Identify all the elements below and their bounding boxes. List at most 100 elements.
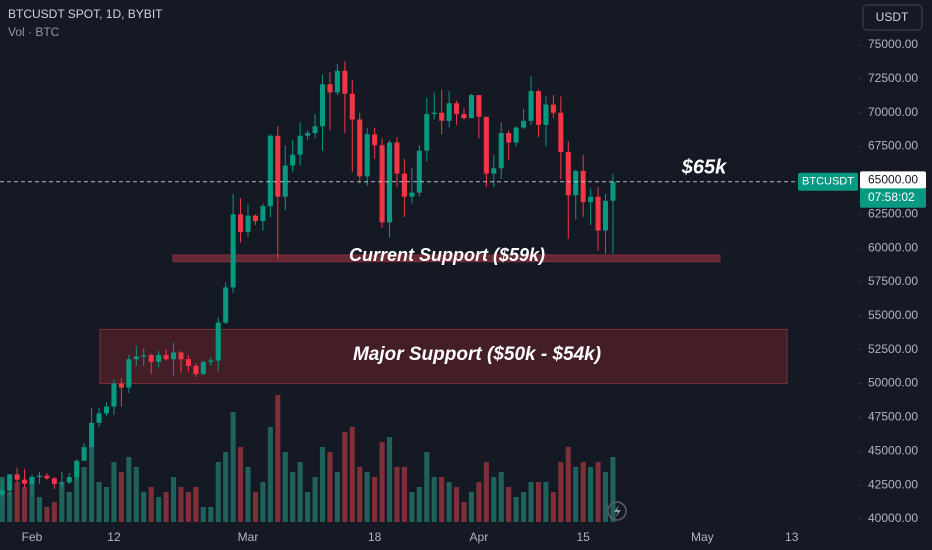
candle-body [51,478,57,484]
volume-bar [491,477,497,522]
countdown-label: 07:58:02 [868,190,915,204]
volume-bar [506,487,512,522]
volume-bar [290,472,296,522]
candle-body [521,120,527,128]
candle-body [349,93,355,120]
candle-body [208,360,214,362]
volume-bar [386,437,393,522]
volume-bar [349,427,355,522]
volume-bar [126,457,132,522]
y-tick-label: 67500.00 [868,139,918,153]
candle-body [171,352,177,360]
candle-body [602,200,609,231]
volume-bar [602,472,609,522]
candle-body [528,91,534,121]
volume-bar [7,492,13,522]
candle-body [305,133,311,136]
volume-bar [156,497,162,522]
candle-body [498,133,504,169]
volume-bar [275,395,281,522]
volume-bar [163,492,169,522]
candle-body [342,70,348,94]
price-marker-label: 65000.00 [868,173,918,187]
volume-bar [118,472,124,522]
volume-bar [223,452,229,522]
candle-body [230,214,236,288]
x-tick-label: Apr [470,530,489,544]
volume-bar [238,447,244,522]
candle-body [573,170,579,196]
candle-body [282,165,288,197]
support-zone [172,254,721,263]
zones [99,254,788,385]
volume-bar [379,442,385,522]
candle-body [118,383,124,388]
volume-bar [312,477,318,522]
volume-bar [416,487,422,522]
candle-body [245,215,251,232]
volume-bar [580,462,586,522]
volume-bar [267,427,273,522]
x-tick-label: 18 [368,530,382,544]
volume-bar [610,457,616,522]
currency-button[interactable] [862,4,923,31]
candle-body [424,114,430,151]
candle-body [275,135,281,197]
volume-bar [521,492,527,522]
candle-body [364,134,370,177]
candle-body [476,95,482,117]
candle-body [148,355,154,362]
volume-bar [461,502,467,522]
candle-body [312,126,318,134]
candle-body [394,142,400,174]
y-tick-label: 57500.00 [868,274,918,288]
candle-body [334,70,340,93]
candle-body [535,91,542,125]
volume-bar [297,462,303,522]
candle-body [446,103,452,121]
candle-body [357,119,363,177]
y-tick-label: 75000.00 [868,37,918,51]
volume-bar [528,482,534,522]
candle-body [223,287,229,323]
x-tick-label: 12 [107,530,121,544]
volume-bar [357,467,363,522]
annotation: $65k [681,156,727,178]
candle-body [141,355,147,357]
candle-body [14,474,20,480]
candle-body [36,475,43,478]
candle-body [96,413,102,423]
volume-bar [595,462,601,522]
y-tick-label: 52500.00 [868,342,918,356]
candle-body [44,475,50,479]
candle-body [327,84,333,93]
volume-bar [74,472,80,522]
candle-body [401,173,407,197]
volume-bar [36,497,43,522]
support-zone [99,328,788,385]
candle-body [66,477,72,483]
volume-bar [148,487,154,522]
candle-body [290,154,296,166]
currency-label[interactable]: USDT [876,10,909,24]
volume-bar [29,480,35,522]
volume-bar [208,507,214,522]
candle-body [319,84,326,127]
candle-body [260,206,266,222]
y-tick-label: 40000.00 [868,511,918,525]
candle-body [595,196,601,231]
lightning-icon[interactable] [607,501,627,521]
annotation: Major Support ($50k - $54k) [353,344,601,365]
candle-body [133,356,139,360]
volume-bar [252,492,258,522]
candle-body [468,95,474,119]
symbol-tag [798,172,858,191]
volume-bar [103,487,110,522]
volume-bar [446,482,452,522]
candle-body [200,361,206,375]
volume-bar [141,492,147,522]
volume-bar [185,492,191,522]
candle-body [454,103,460,115]
candle-body [558,112,564,152]
